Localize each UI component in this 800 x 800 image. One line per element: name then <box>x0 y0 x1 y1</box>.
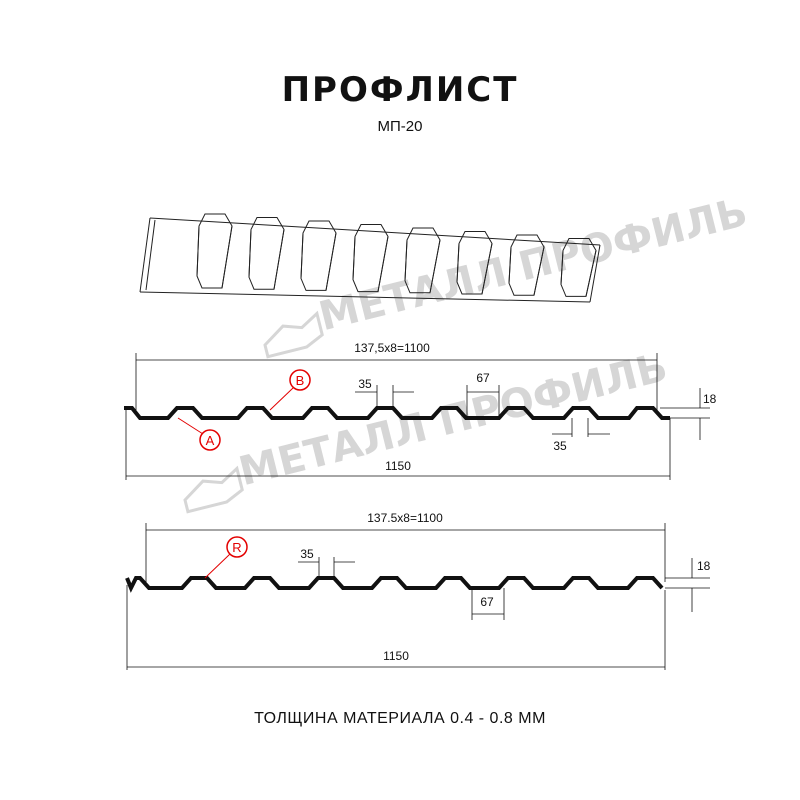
pitch-label-r: 137.5x8=1100 <box>367 511 443 525</box>
sheet-edge <box>352 236 356 280</box>
svg-text:R: R <box>232 540 241 555</box>
sheet-edge <box>589 244 601 303</box>
sheet-edge <box>273 229 285 290</box>
total-width-label-a: 1150 <box>385 459 411 473</box>
sheet-edge <box>508 246 512 284</box>
watermark-logo-1: МЕТАЛЛ ПРОФИЛЬ <box>263 189 752 359</box>
profile-a-drawing: 137,5x8=1100 1150 35 67 35 18 B A <box>124 341 717 480</box>
sheet-edge <box>560 250 564 285</box>
sheet-edge <box>377 236 389 292</box>
marker-r: R <box>204 536 248 579</box>
pitch-label-a: 137,5x8=1100 <box>354 341 430 355</box>
sheet-edge <box>456 243 460 283</box>
sheet-edge <box>149 217 601 246</box>
svg-text:B: B <box>296 373 305 388</box>
bottom-width-label-a: 35 <box>553 439 567 453</box>
sheet-edge <box>145 219 156 291</box>
sheet-edge <box>300 232 304 279</box>
sheet-edge <box>481 243 493 295</box>
sheet-edge <box>248 229 252 278</box>
marker-a: A <box>177 417 221 451</box>
profile-r-drawing: 137.5x8=1100 1150 35 67 18 R <box>125 511 711 670</box>
height-label-a: 18 <box>703 392 717 406</box>
sheet-rib <box>196 213 233 289</box>
page-title: ПРОФЛИСТ <box>281 70 519 110</box>
sheet-edge <box>325 232 337 291</box>
profile-a-line <box>124 406 670 420</box>
sheet-edge <box>139 217 151 293</box>
rib-span-label-r: 67 <box>480 595 494 609</box>
sheet-rib <box>300 220 337 291</box>
rib-span-label-a: 67 <box>476 371 490 385</box>
sheet-edge <box>404 239 408 281</box>
sheet-edge <box>533 246 545 296</box>
height-label-r: 18 <box>697 559 711 573</box>
profile-r-line <box>125 576 664 593</box>
sheet-rib <box>248 217 285 290</box>
marker-b: B <box>269 369 311 411</box>
sheet-3d-view <box>139 213 601 303</box>
watermark-logo-2: МЕТАЛЛ ПРОФИЛЬ <box>183 344 672 514</box>
material-thickness-note: ТОЛЩИНА МАТЕРИАЛА 0.4 - 0.8 ММ <box>254 710 546 727</box>
total-width-label-r: 1150 <box>383 649 409 663</box>
model-subtitle: МП-20 <box>377 118 423 135</box>
sheet-edge <box>196 225 200 277</box>
sheet-edge <box>221 225 233 289</box>
svg-text:МЕТАЛЛ ПРОФИЛЬ: МЕТАЛЛ ПРОФИЛЬ <box>315 189 752 340</box>
sheet-edge <box>429 239 441 293</box>
sheet-edge <box>139 291 591 303</box>
top-width-label-a: 35 <box>358 377 372 391</box>
sheet-edge <box>585 250 597 297</box>
top-width-label-r: 35 <box>300 547 314 561</box>
svg-text:A: A <box>206 433 215 448</box>
